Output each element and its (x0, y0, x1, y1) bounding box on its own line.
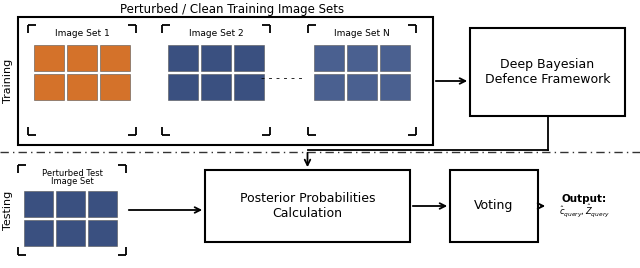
Bar (168, 74, 198, 100)
Bar (56, 191, 85, 217)
Bar (67, 74, 97, 100)
Bar (88, 220, 117, 246)
Text: Image Set: Image Set (51, 177, 93, 187)
Bar (201, 45, 231, 71)
Bar (347, 74, 377, 100)
Bar (34, 74, 64, 100)
Bar (56, 220, 85, 246)
Bar (234, 74, 264, 100)
Text: Training: Training (3, 59, 13, 103)
Bar (380, 74, 410, 100)
Text: Image Set 2: Image Set 2 (189, 29, 243, 39)
Bar (470, 28, 625, 116)
Bar (205, 170, 410, 242)
Bar (168, 45, 198, 71)
Text: - - - - - -: - - - - - - (261, 73, 303, 83)
Text: Testing: Testing (3, 190, 13, 230)
Bar (201, 74, 231, 100)
Text: Perturbed Test: Perturbed Test (42, 169, 102, 177)
Text: Image Set 1: Image Set 1 (54, 29, 109, 39)
Text: Perturbed / Clean Training Image Sets: Perturbed / Clean Training Image Sets (120, 3, 344, 17)
Text: Output:: Output: (561, 194, 607, 204)
Text: Deep Bayesian
Defence Framework: Deep Bayesian Defence Framework (484, 58, 611, 86)
Text: Posterior Probabilities
Calculation: Posterior Probabilities Calculation (240, 192, 375, 220)
Bar (347, 45, 377, 71)
Bar (34, 45, 64, 71)
Bar (314, 45, 344, 71)
Text: $\hat{c}_{query}, \hat{Z}_{query}$: $\hat{c}_{query}, \hat{Z}_{query}$ (559, 203, 609, 219)
Bar (234, 45, 264, 71)
Bar (24, 220, 53, 246)
Bar (314, 74, 344, 100)
Bar (88, 191, 117, 217)
Bar (67, 45, 97, 71)
Bar (450, 170, 538, 242)
Bar (24, 191, 53, 217)
Bar (100, 74, 130, 100)
Text: Voting: Voting (474, 199, 514, 213)
Text: Image Set N: Image Set N (334, 29, 390, 39)
Bar (380, 45, 410, 71)
Bar (18, 17, 433, 145)
Bar (100, 45, 130, 71)
